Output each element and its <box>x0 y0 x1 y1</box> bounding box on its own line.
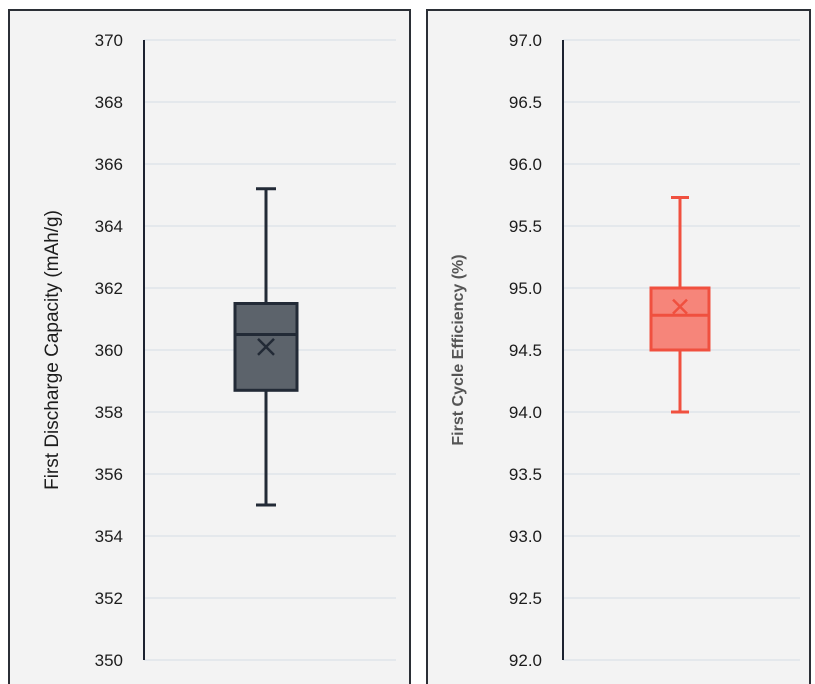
chart-panel-cycle-efficiency <box>426 9 811 684</box>
y-axis-title: First Cycle Efficiency (%) <box>450 254 467 445</box>
iqr-box <box>649 286 711 352</box>
y-tick-label: 94.0 <box>509 403 542 422</box>
y-tick-label: 360 <box>95 341 123 360</box>
cycle-efficiency-chart: 92.0 92.5 93.0 93.5 94.0 94.5 95.0 95.5 96.0 96.5… <box>450 31 800 670</box>
y-tick-label: 95.0 <box>509 279 542 298</box>
y-tick-label: 366 <box>95 155 123 174</box>
y-tick-label: 350 <box>95 651 123 670</box>
y-tick-label: 364 <box>95 217 123 236</box>
mean-marker <box>672 298 688 315</box>
y-tick-label: 354 <box>95 527 123 546</box>
y-tick-label: 94.5 <box>509 341 542 360</box>
y-tick-label: 92.5 <box>509 589 542 608</box>
y-tick-label: 97.0 <box>509 31 542 50</box>
mean-marker <box>257 338 275 356</box>
y-tick-label: 95.5 <box>509 217 542 236</box>
chart-panel-discharge-capacity <box>8 9 411 684</box>
y-tick-label: 362 <box>95 279 123 298</box>
y-tick-label: 370 <box>95 31 123 50</box>
y-tick-label: 93.0 <box>509 527 542 546</box>
y-tick-label: 352 <box>95 589 123 608</box>
y-tick-label: 96.0 <box>509 155 542 174</box>
y-tick-label: 92.0 <box>509 651 542 670</box>
y-tick-label: 358 <box>95 403 123 422</box>
y-tick-label: 93.5 <box>509 465 542 484</box>
y-tick-label: 368 <box>95 93 123 112</box>
y-tick-label: 96.5 <box>509 93 542 112</box>
discharge-capacity-chart: 350 352 354 356 358 360 362 364 366 368 370 First … <box>42 31 396 670</box>
y-axis-title: First Discharge Capacity (mAh/g) <box>42 210 63 490</box>
y-tick-label: 356 <box>95 465 123 484</box>
